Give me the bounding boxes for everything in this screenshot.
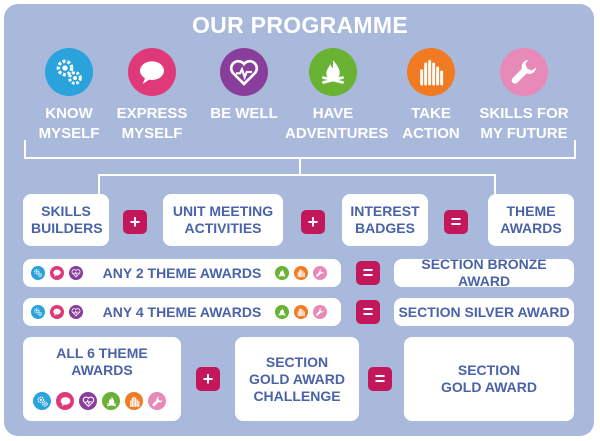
gears-icon (45, 48, 93, 96)
raised-hands-icon (125, 392, 143, 410)
section-gold-award-challenge-box: SECTION GOLD AWARD CHALLENGE (235, 337, 359, 421)
theme-awards-box: THEME AWARDS (488, 194, 574, 246)
box-label: SECTION GOLD AWARD CHALLENGE (249, 353, 345, 404)
gears-icon (31, 266, 45, 280)
bracket-line (98, 174, 100, 194)
section-gold-award-box: SECTION GOLD AWARD (404, 337, 574, 421)
theme-label: MYSELF (121, 125, 183, 142)
raised-hands-icon (407, 48, 455, 96)
speech-bubble-icon (128, 48, 176, 96)
theme-label: MYSELF (38, 125, 100, 142)
heart-pulse-icon (69, 266, 83, 280)
heart-pulse-icon (79, 392, 97, 410)
plus-operator: + (123, 210, 147, 234)
box-label: SKILLS BUILDERS (31, 203, 103, 236)
wrench-icon (500, 48, 548, 96)
page-title: OUR PROGRAMME (191, 12, 408, 38)
speech-bubble-icon (56, 392, 74, 410)
theme-skills-for-my-future: SKILLS FOR MY FUTURE (476, 48, 572, 144)
theme-label: ADVENTURES (285, 125, 389, 142)
bracket-line (24, 140, 26, 158)
speech-bubble-icon (50, 266, 64, 280)
wrench-icon (313, 266, 327, 280)
interest-badges-box: INTEREST BADGES (342, 194, 428, 246)
theme-label: EXPRESS (116, 105, 188, 122)
box-label: SECTION GOLD AWARD (441, 362, 537, 395)
wrench-icon (148, 392, 166, 410)
gears-icon (31, 305, 45, 319)
heart-pulse-icon (69, 305, 83, 319)
campfire-icon (275, 266, 289, 280)
theme-label: BE WELL (210, 105, 278, 122)
box-label: ANY 2 THEME AWARDS (102, 264, 262, 281)
raised-hands-icon (294, 266, 308, 280)
theme-label: KNOW (45, 105, 93, 122)
bracket-line (299, 158, 301, 175)
theme-label: ACTION (402, 125, 460, 142)
campfire-icon (102, 392, 120, 410)
speech-bubble-icon (50, 305, 64, 319)
theme-express-myself: EXPRESS MYSELF (104, 48, 200, 144)
equals-operator: = (444, 210, 468, 234)
gears-icon (33, 392, 51, 410)
box-label: ALL 6 THEME AWARDS (56, 345, 148, 378)
theme-know-myself: KNOW MYSELF (21, 48, 117, 144)
plus-operator: + (301, 210, 325, 234)
theme-label: MY FUTURE (480, 125, 568, 142)
box-label: INTEREST BADGES (350, 203, 420, 236)
theme-label: SKILLS FOR (479, 105, 569, 122)
bracket-line (494, 174, 496, 194)
unit-meeting-activities-box: UNIT MEETING ACTIVITIES (163, 194, 283, 246)
theme-label: HAVE (312, 105, 354, 122)
campfire-icon (275, 305, 289, 319)
heart-pulse-icon (220, 48, 268, 96)
section-bronze-award-box: SECTION BRONZE AWARD (394, 256, 574, 289)
box-label: ANY 4 THEME AWARDS (102, 303, 262, 320)
box-label: THEME AWARDS (500, 203, 562, 236)
raised-hands-icon (294, 305, 308, 319)
campfire-icon (309, 48, 357, 96)
bracket-line (574, 140, 576, 158)
plus-operator: + (196, 367, 220, 391)
theme-take-action: TAKE ACTION (383, 48, 479, 144)
section-silver-award-box: SECTION SILVER AWARD (394, 298, 574, 326)
theme-label: TAKE (411, 105, 451, 122)
bracket-line (98, 174, 496, 176)
box-label: SECTION BRONZE AWARD (421, 256, 547, 289)
equals-operator: = (356, 300, 380, 324)
box-label: SECTION SILVER AWARD (398, 303, 570, 320)
wrench-icon (313, 305, 327, 319)
theme-be-well: BE WELL (196, 48, 292, 124)
box-label: UNIT MEETING ACTIVITIES (172, 203, 274, 236)
equals-operator: = (368, 367, 392, 391)
theme-have-adventures: HAVE ADVENTURES (285, 48, 389, 144)
skills-builders-box: SKILLS BUILDERS (23, 194, 109, 246)
equals-operator: = (356, 261, 380, 285)
